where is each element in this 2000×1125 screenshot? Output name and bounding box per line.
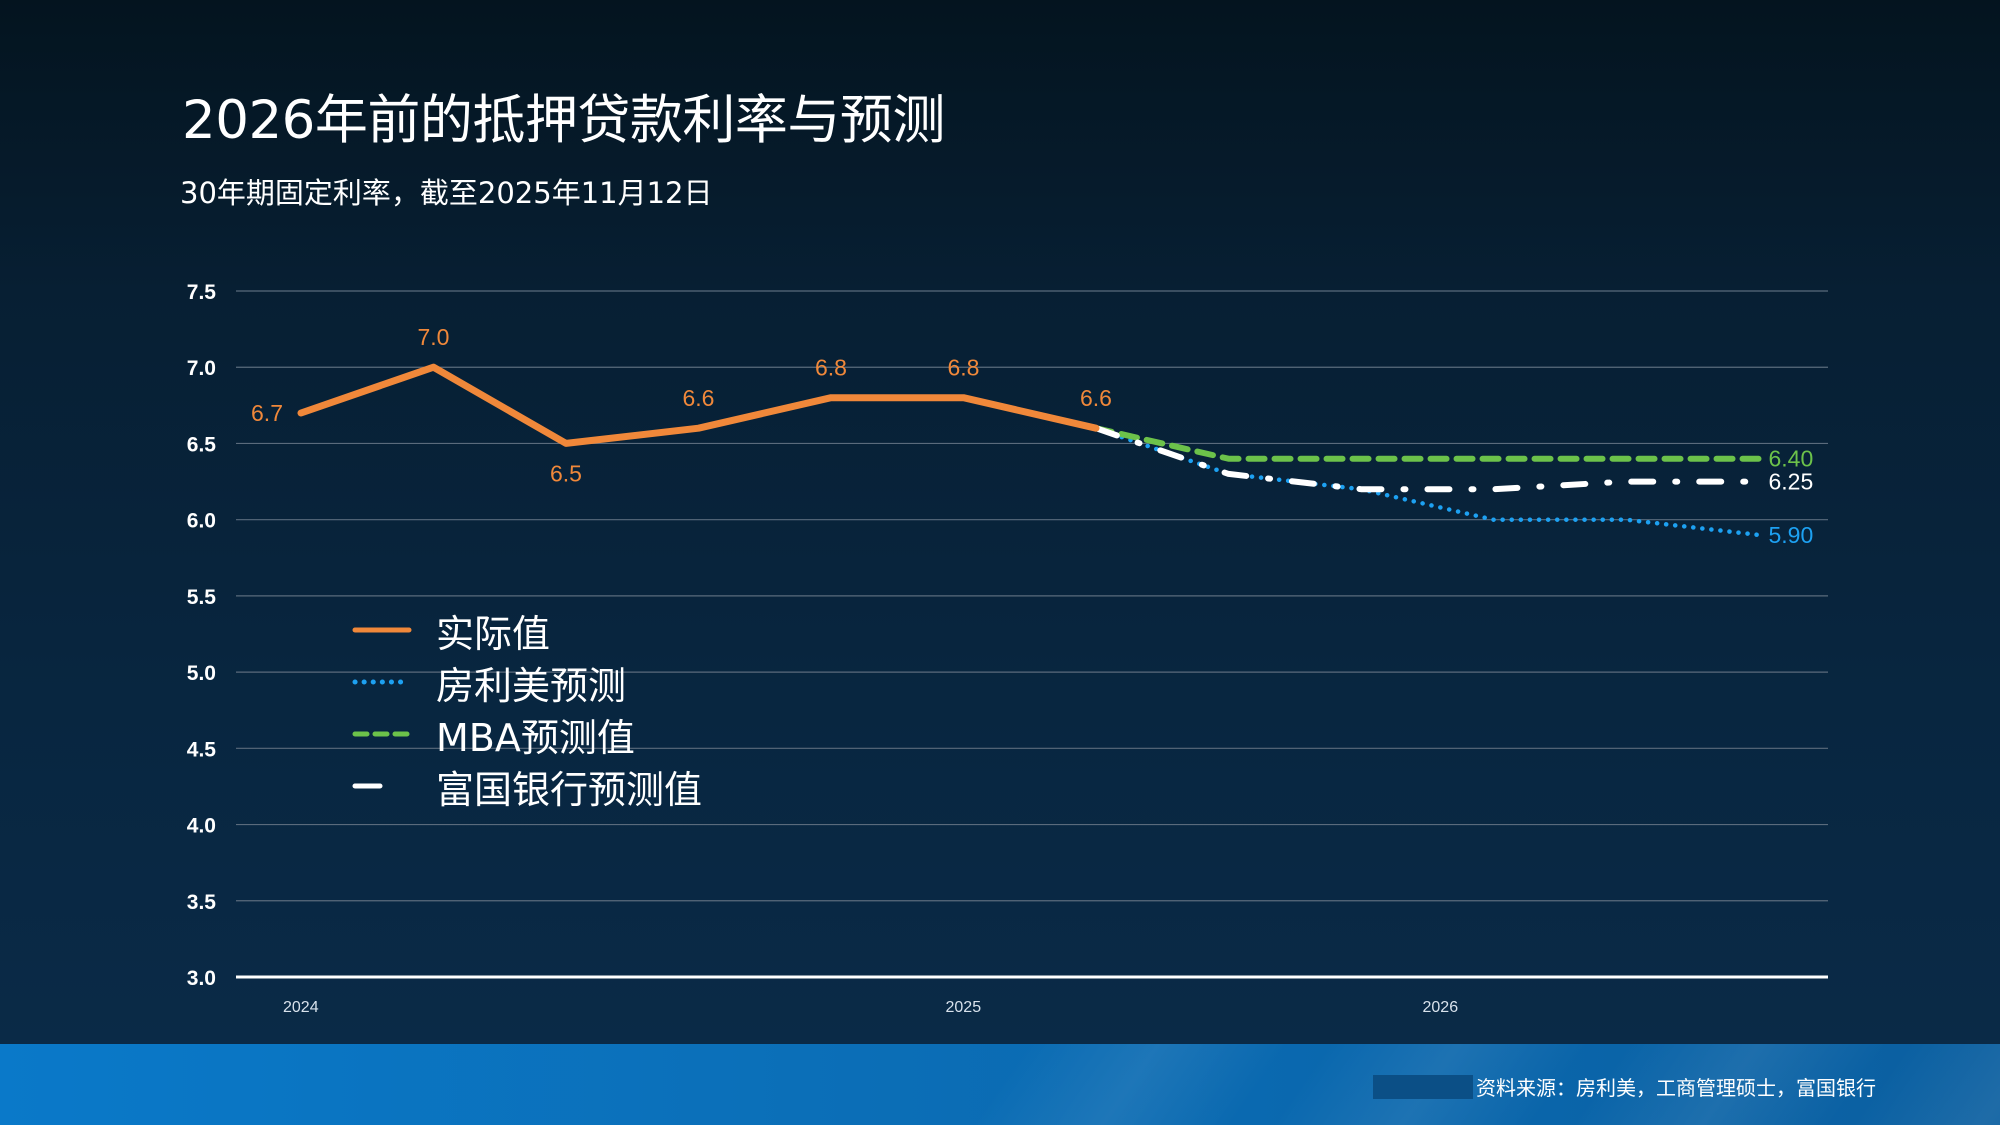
source-marker <box>1373 1075 1473 1099</box>
x-tick-label: 2024 <box>283 999 319 1016</box>
source-note: 资料来源：房利美，工商管理硕士，富国银行 <box>1476 1076 1876 1100</box>
data-label-actual: 6.5 <box>550 460 582 486</box>
legend-swatch-actual <box>352 627 412 633</box>
y-tick-label: 5.0 <box>187 662 216 685</box>
data-label-actual: 6.8 <box>948 355 980 381</box>
page-subtitle: 30年期固定利率，截至2025年11月12日 <box>180 176 713 210</box>
y-tick-label: 7.0 <box>187 357 216 380</box>
data-label-actual: 6.7 <box>251 400 283 426</box>
page-title: 2026年前的抵押贷款利率与预测 <box>182 90 945 151</box>
series-line-actual <box>297 363 1100 447</box>
data-label-actual: 6.6 <box>1080 385 1112 411</box>
legend-swatch-fannie <box>352 679 412 685</box>
y-tick-label: 4.0 <box>187 815 216 838</box>
legend-label-wells: 富国银行预测值 <box>436 767 703 812</box>
data-label-actual: 7.0 <box>418 324 450 350</box>
legend-label-fannie: 房利美预测 <box>436 663 627 708</box>
y-tick-label: 3.5 <box>187 891 217 914</box>
rate-forecast-chart: 7.57.06.56.05.55.04.54.03.53.0 2024 2025 2… <box>187 281 1828 1016</box>
x-axis-ticks: 2024 2025 2026 <box>283 999 1458 1016</box>
y-axis-ticks: 7.5 7.0 6.5 6.0 5.5 5.0 4.5 4.0 3.5 3.0 <box>187 281 217 990</box>
y-tick-label: 6.5 <box>187 433 217 456</box>
legend-item-fannie: 房利美预测 <box>352 656 702 708</box>
legend-item-actual: 实际值 <box>352 604 702 656</box>
y-tick-label: 5.5 <box>187 586 217 609</box>
legend-swatch-mba <box>352 731 412 737</box>
series-line-fannie <box>1093 425 1761 538</box>
data-label-actual: 6.8 <box>815 355 847 381</box>
legend-item-mba: MBA预测值 <box>352 708 702 760</box>
data-label-mba: 6.40 <box>1769 446 1814 472</box>
legend-label-mba: MBA预测值 <box>436 715 635 760</box>
data-label-fannie: 5.90 <box>1769 522 1814 548</box>
legend-label-actual: 实际值 <box>436 611 551 656</box>
y-tick-label: 7.5 <box>187 281 217 304</box>
series-line-wells <box>1093 425 1762 493</box>
y-tick-label: 4.5 <box>187 738 217 761</box>
y-tick-label: 3.0 <box>187 967 216 990</box>
chart-legend: 实际值房利美预测 MBA预测值富国银行预测值 <box>352 604 702 812</box>
x-tick-label: 2026 <box>1423 999 1459 1016</box>
data-labels: 5.90 6.406.25 6.7 7.0 6.5 6.6 6.8 6.8 6.6 <box>251 324 1813 548</box>
y-tick-label: 6.0 <box>187 510 216 533</box>
series-line-mba <box>1093 425 1762 462</box>
data-label-wells: 6.25 <box>1769 469 1814 495</box>
legend-item-wells: 富国银行预测值 <box>352 760 702 812</box>
chart-series <box>297 363 1762 538</box>
chart-grid <box>236 290 1828 979</box>
legend-swatch-wells <box>352 783 383 789</box>
x-tick-label: 2025 <box>946 999 982 1016</box>
footer-band <box>0 1044 2000 1125</box>
data-label-actual: 6.6 <box>683 385 715 411</box>
